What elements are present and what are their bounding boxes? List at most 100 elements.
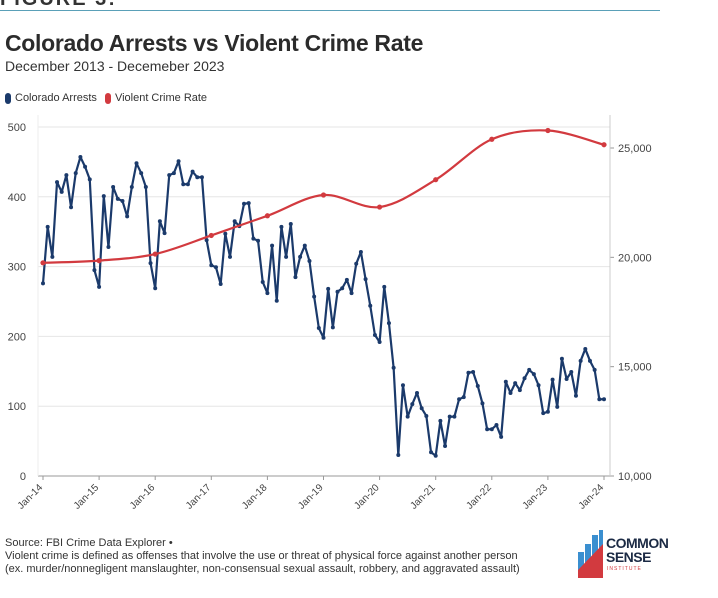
data-point-arrests: [391, 365, 396, 370]
data-point-arrests: [457, 397, 462, 402]
data-point-crime-rate: [152, 251, 158, 257]
data-point-arrests: [78, 155, 83, 160]
data-point-arrests: [185, 182, 190, 187]
data-point-arrests: [129, 185, 134, 190]
y-left-tick-label: 0: [20, 471, 26, 483]
data-point-arrests: [326, 286, 331, 291]
data-point-arrests: [59, 189, 64, 194]
data-point-arrests: [302, 243, 307, 248]
x-tick-label: Jan-16: [128, 482, 158, 512]
x-tick-label: Jan-24: [577, 482, 607, 512]
y-left-tick-label: 500: [8, 122, 26, 134]
figure-label: FIGURE 3:: [0, 0, 117, 11]
data-point-arrests: [139, 171, 144, 176]
definition-line-1: Violent crime is defined as offenses tha…: [5, 550, 518, 562]
data-point-arrests: [344, 277, 349, 282]
data-point-arrests: [531, 372, 536, 377]
x-tick-label: Jan-17: [184, 482, 214, 512]
data-point-arrests: [400, 383, 405, 388]
legend-label-crime-rate: Violent Crime Rate: [114, 92, 208, 104]
data-point-arrests: [368, 303, 373, 308]
data-point-arrests: [279, 224, 284, 229]
data-point-arrests: [321, 335, 326, 340]
data-point-arrests: [405, 414, 410, 419]
data-point-arrests: [270, 243, 275, 248]
data-point-crime-rate: [96, 258, 102, 264]
data-point-arrests: [513, 381, 518, 386]
data-point-arrests: [204, 238, 209, 243]
data-point-arrests: [265, 291, 270, 296]
data-point-arrests: [363, 277, 368, 282]
data-point-arrests: [111, 185, 116, 190]
data-point-arrests: [64, 173, 69, 178]
data-point-arrests: [583, 346, 588, 351]
data-point-arrests: [372, 333, 377, 338]
data-point-arrests: [340, 286, 345, 291]
chart-title: Colorado Arrests vs Violent Crime Rate: [5, 30, 424, 56]
y-right-tick-label: 20,000: [618, 252, 652, 264]
data-point-arrests: [475, 383, 480, 388]
data-point-arrests: [181, 182, 186, 187]
data-point-arrests: [312, 294, 317, 299]
legend-swatch-arrests: [5, 92, 11, 104]
data-point-arrests: [251, 236, 256, 241]
x-tick-label: Jan-14: [16, 482, 46, 512]
data-point-arrests: [508, 390, 513, 395]
data-point-arrests: [190, 169, 195, 174]
chart-subtitle: December 2013 - Decemeber 2023: [5, 58, 225, 74]
data-point-arrests: [452, 414, 457, 419]
data-point-arrests: [555, 404, 560, 409]
data-point-arrests: [424, 413, 429, 418]
data-point-arrests: [415, 390, 419, 395]
data-point-arrests: [148, 261, 153, 266]
data-point-arrests: [246, 201, 251, 206]
data-point-arrests: [592, 367, 597, 372]
data-point-arrests: [218, 282, 223, 287]
data-point-crime-rate: [601, 142, 607, 148]
x-tick-label: Jan-15: [72, 482, 102, 512]
data-point-arrests: [377, 339, 382, 344]
series-line-arrests: [41, 155, 604, 457]
data-point-arrests: [541, 411, 546, 416]
data-point-crime-rate: [489, 136, 495, 142]
logo-line-2: SENSE: [606, 549, 651, 565]
data-point-arrests: [101, 194, 106, 199]
data-point-arrests: [195, 175, 200, 180]
data-point-arrests: [45, 224, 50, 229]
data-point-arrests: [50, 254, 55, 259]
data-point-arrests: [153, 286, 158, 291]
data-point-arrests: [242, 201, 247, 206]
data-point-arrests: [55, 180, 60, 185]
data-point-arrests: [349, 291, 354, 296]
data-point-arrests: [307, 259, 312, 264]
data-point-arrests: [162, 231, 167, 236]
data-point-arrests: [97, 284, 102, 289]
data-point-arrests: [410, 402, 415, 407]
data-point-arrests: [597, 397, 602, 402]
logo-line-1: COMMON: [606, 535, 669, 551]
data-point-arrests: [73, 171, 78, 176]
data-point-arrests: [120, 198, 125, 203]
y-right-tick-label: 25,000: [618, 143, 652, 155]
data-point-arrests: [330, 325, 335, 330]
data-point-arrests: [335, 289, 340, 294]
x-tick-label: Jan-20: [352, 482, 382, 512]
data-point-arrests: [157, 219, 162, 224]
data-point-arrests: [143, 185, 148, 190]
chart-plot: 0 100 200 300 400 500 10,000 15,000 20,000 25,000…: [8, 115, 652, 512]
source-line: Source: FBI Crime Data Explorer •: [5, 537, 173, 549]
x-tick-label: Jan-19: [296, 482, 326, 512]
data-point-arrests: [382, 284, 387, 289]
data-point-crime-rate: [377, 204, 383, 210]
data-point-arrests: [536, 383, 541, 388]
y-right-tick-label: 10,000: [618, 471, 652, 483]
data-point-arrests: [260, 279, 265, 284]
data-point-arrests: [489, 427, 494, 432]
data-point-arrests: [578, 358, 583, 363]
logo-text: COMMON SENSE: [606, 535, 669, 565]
data-point-arrests: [471, 369, 476, 374]
data-point-arrests: [87, 177, 92, 182]
data-point-arrests: [274, 298, 279, 303]
y-left-tick-label: 100: [8, 401, 26, 413]
data-point-arrests: [92, 268, 97, 273]
